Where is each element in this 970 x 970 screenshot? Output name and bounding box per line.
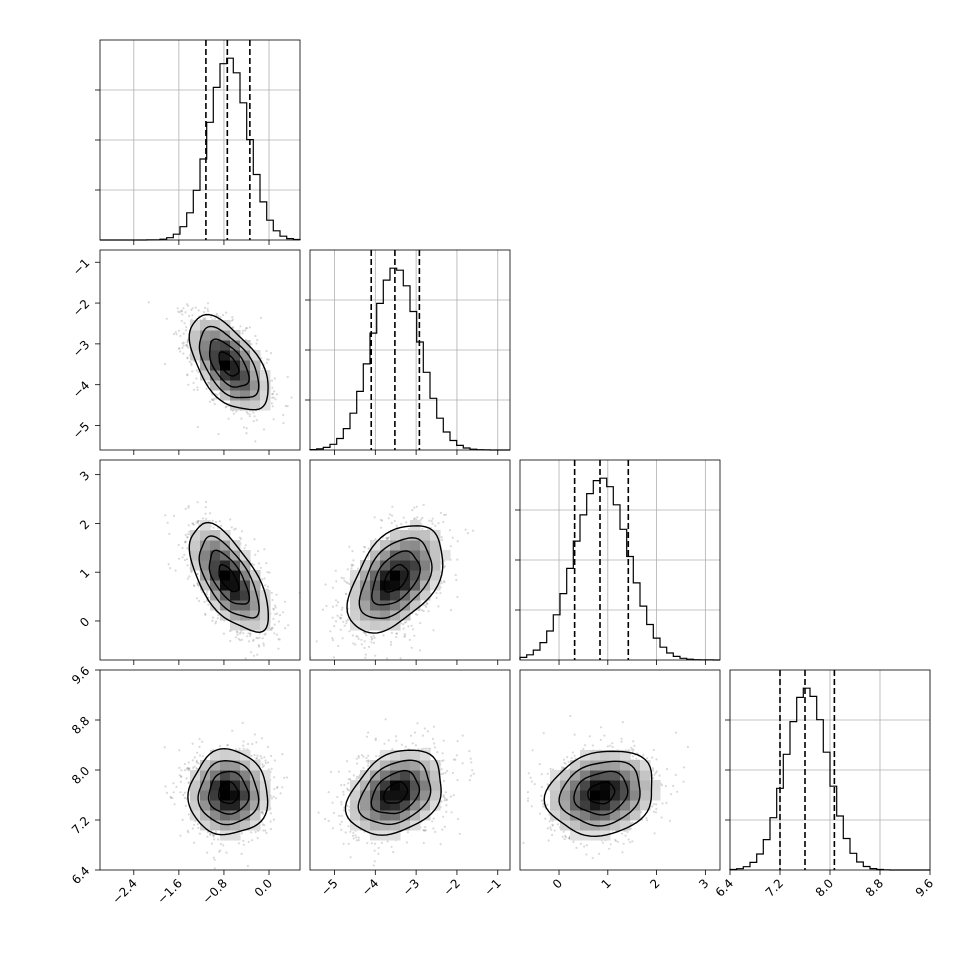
scatter-panel-2-0: 0 1 2 3: [77, 459, 301, 665]
contour-2-0-1: [208, 549, 251, 605]
contour-1-0-0: [218, 351, 240, 377]
contour-3-0-3: [187, 747, 269, 836]
ytick-label-3-1: 7.2: [69, 814, 92, 837]
contour-1-0-3: [188, 313, 269, 411]
contour-3-1-1: [370, 769, 421, 815]
scatter-panel-1-0: −5 −4 −3 −2 −1: [70, 249, 301, 455]
ytick-label-3-4: 9.6: [69, 664, 92, 687]
contour-3-0-2: [197, 759, 260, 826]
scatter-frame-1-0: [99, 249, 301, 451]
scatter-frame-3-2: [519, 669, 721, 871]
scatter-content-2-1: [310, 503, 475, 660]
hist-steps-1: [309, 267, 510, 451]
xtick-label-0-3: 0.0: [252, 876, 275, 899]
hist-frame-1: [309, 249, 511, 451]
hist-frame-2: [519, 459, 721, 661]
hist-steps-0: [100, 57, 301, 241]
ytick-label-1-4: −1: [70, 256, 92, 278]
scatter-content-3-0: [163, 721, 288, 870]
contour-1-0-1: [208, 338, 250, 388]
xtick-label-2-3: 3: [696, 876, 711, 891]
ytick-label-1-2: −3: [70, 338, 92, 360]
hist-steps-3: [729, 687, 930, 871]
contour-3-1-2: [357, 759, 432, 826]
xtick-label-1-2: −3: [400, 876, 422, 898]
contour-2-1-1: [371, 550, 422, 606]
ytick-label-2-1: 1: [77, 566, 92, 581]
xtick-label-2-1: 1: [599, 876, 614, 891]
scatter-frame-2-0: [99, 459, 301, 661]
contour-1-0-2: [198, 325, 260, 399]
histogram-panel-0: [95, 39, 301, 241]
contour-3-2-0: [587, 781, 616, 805]
contour-3-1-0: [383, 781, 409, 804]
contour-2-1-2: [358, 537, 433, 619]
ytick-label-3-3: 8.8: [69, 714, 92, 737]
ytick-label-1-1: −4: [70, 378, 92, 400]
xtick-label-3-1: 7.2: [763, 876, 786, 899]
scatter-frame-3-1: [309, 669, 511, 871]
ytick-label-3-2: 8.0: [69, 764, 92, 787]
contour-2-1-0: [383, 564, 409, 593]
scatter-content-1-0: [147, 301, 293, 443]
xtick-label-3-3: 8.8: [863, 876, 886, 899]
xtick-label-3-4: 9.6: [913, 876, 936, 899]
xtick-label-3-0: 6.4: [713, 876, 736, 899]
contour-3-2-3: [543, 750, 653, 838]
hist-frame-0: [99, 39, 301, 241]
xtick-label-1-3: −2: [441, 876, 463, 898]
xtick-label-1-0: −5: [318, 876, 340, 898]
xtick-label-0-1: −1.6: [154, 876, 185, 907]
contour-2-0-2: [198, 535, 260, 619]
xtick-label-1-1: −4: [359, 876, 381, 898]
scatter-panel-2-1: [309, 459, 511, 665]
histogram-panel-3: [725, 669, 931, 871]
contour-3-1-3: [344, 749, 442, 836]
contour-2-0-3: [188, 521, 270, 634]
xtick-label-2-0: 0: [550, 876, 565, 891]
xtick-label-2-2: 2: [647, 876, 662, 891]
histogram-panel-1: [305, 249, 511, 451]
scatter-content-3-2: [522, 714, 690, 860]
contour-3-2-2: [558, 760, 641, 827]
ytick-label-1-0: −5: [70, 419, 92, 441]
xtick-label-1-4: −1: [481, 876, 503, 898]
ytick-label-3-0: 6.4: [69, 864, 92, 887]
contour-3-0-0: [218, 781, 240, 805]
scatter-panel-3-1: [309, 669, 511, 875]
ytick-label-2-3: 3: [77, 468, 92, 483]
xtick-label-0-0: −2.4: [109, 876, 140, 907]
scatter-panel-3-0: 6.4 7.2 8.0 8.8 9.6: [69, 664, 301, 887]
contour-2-0-0: [218, 564, 240, 593]
histogram-panel-2: [515, 459, 721, 661]
contour-3-0-1: [207, 770, 250, 815]
ytick-label-1-3: −2: [70, 297, 92, 319]
ytick-label-2-0: 0: [77, 615, 92, 630]
scatter-content-2-0: [164, 500, 300, 660]
xtick-label-3-2: 8.0: [813, 876, 836, 899]
contour-2-1-3: [346, 525, 444, 634]
scatter-frame-2-1: [309, 459, 511, 661]
xtick-label-0-2: −0.8: [200, 876, 231, 907]
ytick-label-2-2: 2: [77, 517, 92, 532]
scatter-content-3-1: [317, 718, 475, 867]
contour-3-2-1: [573, 770, 629, 816]
hist-steps-2: [519, 477, 720, 661]
scatter-panel-3-2: [519, 669, 721, 875]
